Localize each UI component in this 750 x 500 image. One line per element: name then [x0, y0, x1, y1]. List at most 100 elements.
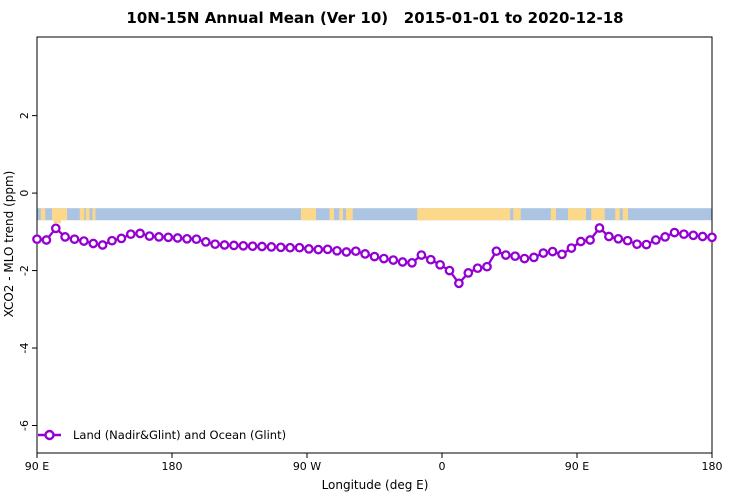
- legend-label: Land (Nadir&Glint) and Ocean (Glint): [73, 428, 287, 442]
- land-segment: [92, 208, 96, 221]
- data-point: [472, 263, 483, 274]
- data-point: [135, 228, 145, 239]
- y-axis-label: XCO2 - MLO trend (ppm): [2, 170, 16, 318]
- data-point: [88, 238, 99, 249]
- land-segment: [339, 208, 343, 221]
- data-point: [416, 250, 427, 260]
- data-point: [594, 223, 605, 233]
- data-point: [454, 278, 464, 289]
- data-point: [425, 254, 436, 265]
- data-point: [463, 268, 474, 278]
- land-segment-peninsula: [53, 219, 61, 224]
- x-tick-label: 90 W: [293, 460, 321, 473]
- x-axis-label: Longitude (deg E): [321, 478, 429, 492]
- legend-marker: [38, 429, 61, 441]
- data-point: [613, 233, 624, 244]
- data-point: [219, 240, 230, 250]
- x-tick-label: 180: [162, 460, 183, 473]
- data-point: [332, 245, 342, 256]
- data-point: [116, 233, 127, 244]
- x-axis-ticks: 90 E 180 90 W 0 90 E 180: [25, 453, 723, 473]
- data-point: [182, 233, 192, 244]
- data-point: [388, 255, 399, 265]
- land-segment: [85, 208, 90, 221]
- data-point: [566, 243, 577, 253]
- y-tick-label: -6: [18, 420, 31, 431]
- data-point: [557, 249, 567, 260]
- data-point: [32, 234, 42, 245]
- data-series: [32, 223, 717, 289]
- data-point: [163, 232, 174, 243]
- data-point: [660, 232, 670, 242]
- data-point: [313, 244, 324, 255]
- land-segment: [622, 208, 628, 221]
- data-point: [247, 241, 258, 252]
- data-point: [510, 251, 520, 262]
- land-segment: [329, 208, 334, 221]
- data-point: [238, 240, 249, 251]
- data-point: [275, 242, 286, 253]
- y-axis-ticks: 2 0 -2 -4 -6: [18, 112, 37, 431]
- x-tick-label: 180: [702, 460, 723, 473]
- land-segment: [40, 208, 46, 221]
- land-segment: [550, 208, 556, 221]
- data-point: [350, 246, 361, 257]
- data-point: [294, 242, 305, 253]
- data-point: [79, 236, 89, 246]
- plot-border: [36, 36, 713, 454]
- data-point: [266, 242, 277, 252]
- data-point: [444, 265, 455, 276]
- map-band: [37, 208, 712, 224]
- land-segment: [568, 208, 586, 221]
- data-point: [97, 240, 108, 250]
- data-point: [538, 248, 549, 258]
- data-point: [622, 235, 633, 246]
- data-point: [669, 227, 680, 238]
- data-point: [435, 259, 445, 270]
- data-point: [304, 244, 314, 254]
- data-point: [322, 244, 333, 255]
- data-point: [41, 235, 52, 245]
- data-point: [379, 253, 389, 264]
- data-point: [604, 231, 614, 242]
- data-point: [50, 223, 61, 234]
- ocean-strip: [37, 208, 712, 221]
- land-segment: [417, 208, 511, 221]
- data-point: [285, 242, 295, 253]
- data-point: [200, 237, 211, 247]
- data-point: [125, 229, 136, 240]
- x-tick-label: 0: [439, 460, 446, 473]
- data-point: [632, 239, 642, 250]
- data-point: [547, 246, 558, 257]
- data-point: [210, 239, 220, 250]
- y-tick-label: 2: [18, 112, 31, 119]
- data-point: [688, 230, 699, 241]
- data-point: [257, 241, 267, 252]
- data-point: [229, 240, 239, 251]
- data-point: [341, 247, 352, 257]
- data-point: [491, 246, 502, 257]
- chart-title: 10N-15N Annual Mean (Ver 10) 2015-01-01 …: [126, 9, 624, 27]
- data-point: [60, 232, 70, 242]
- x-tick-label: 90 E: [565, 460, 589, 473]
- data-point: [641, 239, 652, 250]
- land-segment: [52, 208, 67, 221]
- data-point: [360, 249, 370, 259]
- y-tick-label: -2: [18, 265, 31, 276]
- land-segment: [79, 208, 85, 221]
- data-point: [697, 231, 708, 242]
- x-tick-label: 90 E: [25, 460, 49, 473]
- data-point: [397, 257, 408, 267]
- data-point: [529, 252, 539, 263]
- data-point: [369, 251, 380, 262]
- data-point: [172, 233, 183, 243]
- land-segment: [591, 208, 605, 221]
- land-segment: [615, 208, 620, 221]
- y-tick-label: -4: [18, 343, 31, 354]
- legend-point: [44, 429, 55, 441]
- data-point: [154, 232, 164, 242]
- data-point: [707, 232, 717, 243]
- data-point: [482, 261, 492, 272]
